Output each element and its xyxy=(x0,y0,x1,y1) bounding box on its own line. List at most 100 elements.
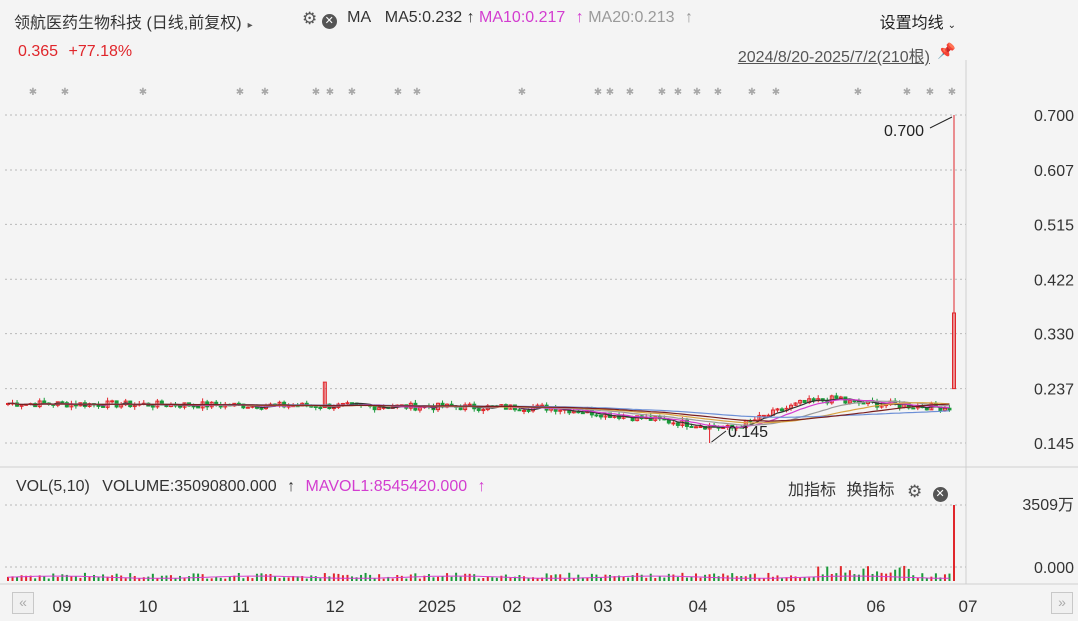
candle-body xyxy=(481,409,486,412)
volume-bar xyxy=(396,575,399,581)
high-annotation-arrow xyxy=(929,116,953,129)
volume-bar xyxy=(61,574,64,581)
close-icon[interactable]: ✕ xyxy=(321,14,337,29)
event-marker-icon: ✱ xyxy=(29,87,37,98)
volume-bar xyxy=(554,574,557,581)
volume-bar xyxy=(663,577,666,581)
volume-bar xyxy=(862,568,865,581)
low-annotation: 0.145 xyxy=(728,424,768,441)
volume-bar xyxy=(283,577,286,581)
volume-bar xyxy=(120,575,123,581)
candle-body xyxy=(834,395,839,399)
ma-label: MA xyxy=(347,9,371,26)
volume-bar xyxy=(74,576,77,581)
volume-bar xyxy=(292,575,295,581)
time-tick-label: 05 xyxy=(777,597,796,616)
event-marker-icon: ✱ xyxy=(312,87,320,98)
pin-icon[interactable]: 📌 xyxy=(937,43,956,60)
volume-bar xyxy=(188,576,191,581)
price-tick-label: 0.237 xyxy=(1034,382,1074,399)
volume-bar xyxy=(423,575,426,581)
time-tick-label: 12 xyxy=(326,597,345,616)
volume-bar xyxy=(495,577,498,581)
gear-icon[interactable]: ⚙ xyxy=(302,9,318,28)
volume-bar xyxy=(867,566,869,581)
volume-bar xyxy=(337,573,340,581)
candle-body xyxy=(598,414,603,418)
volume-bar xyxy=(812,577,815,581)
volume-bar xyxy=(210,578,213,581)
volume-bar xyxy=(156,578,159,581)
volume-bar xyxy=(11,576,14,581)
volume-bar xyxy=(151,573,154,581)
volume-bar xyxy=(437,576,439,581)
candle-body xyxy=(150,405,155,408)
time-tick-label: 09 xyxy=(53,597,72,616)
candle-body xyxy=(617,415,622,419)
indicator-gear-icon[interactable]: ⚙ xyxy=(906,482,923,501)
high-annotation: 0.700 xyxy=(884,123,924,140)
scroll-left-button[interactable]: « xyxy=(12,592,34,614)
scroll-right-button[interactable]: » xyxy=(1051,592,1073,614)
volume-bar xyxy=(305,578,308,581)
event-marker-icon: ✱ xyxy=(926,87,934,98)
volume-bar xyxy=(296,576,299,581)
chevron-down-icon: ⌄ xyxy=(947,20,956,31)
volume-bar xyxy=(885,573,888,581)
candle-body xyxy=(594,414,599,417)
volume-bar xyxy=(242,578,245,581)
candle-body xyxy=(798,399,803,404)
time-tick-label: 03 xyxy=(594,597,613,616)
volume-bar xyxy=(830,573,833,581)
event-marker-icon: ✱ xyxy=(854,87,862,98)
volume-bar xyxy=(455,572,458,581)
volume-bar xyxy=(427,574,430,581)
volume-tick-label: 3509万 xyxy=(1022,497,1074,514)
time-tick-label: 07 xyxy=(959,597,978,616)
volume-tools: 加指标 换指标 ⚙ ✕ xyxy=(788,476,948,502)
volume-bar xyxy=(943,574,946,581)
title-caret-icon[interactable]: ▸ xyxy=(247,20,253,31)
volume-bar xyxy=(29,575,32,581)
volume-bar xyxy=(799,577,802,581)
ma10-value: MA10:0.217 xyxy=(479,9,566,26)
volume-bar xyxy=(391,578,394,581)
set-ma-button[interactable]: 设置均线 ⌄ xyxy=(880,9,956,33)
volume-bar xyxy=(572,578,575,581)
volume-bar xyxy=(265,574,267,581)
volume-bar xyxy=(43,576,46,581)
volume-bar xyxy=(400,575,403,581)
volume-bar xyxy=(102,574,105,581)
candle-body xyxy=(110,400,115,403)
volume-bar xyxy=(65,574,68,581)
volume-bar xyxy=(731,573,734,581)
volume-bar xyxy=(246,576,249,581)
date-range[interactable]: 2024/8/20-2025/7/2(210根) xyxy=(737,49,930,66)
volume-bar xyxy=(758,577,761,581)
switch-indicator-button[interactable]: 换指标 xyxy=(846,482,895,499)
volume-bar xyxy=(749,574,752,581)
volume-bar xyxy=(251,578,254,581)
candle-body xyxy=(793,402,798,406)
volume-bar xyxy=(921,573,924,581)
volume-tick-label: 0.000 xyxy=(1034,560,1074,577)
event-marker-icon: ✱ xyxy=(348,87,356,98)
candle-body xyxy=(377,407,382,411)
volume-bar xyxy=(274,576,277,581)
volume-bar xyxy=(826,566,829,581)
candle-body xyxy=(802,399,807,403)
volume-bar xyxy=(364,572,367,581)
add-indicator-button[interactable]: 加指标 xyxy=(788,482,837,499)
volume-bar xyxy=(310,575,313,581)
volume-bar xyxy=(527,577,530,581)
candle-body xyxy=(476,408,481,411)
indicator-close-icon[interactable]: ✕ xyxy=(932,487,948,502)
volume-bar xyxy=(817,566,820,581)
volume-bar xyxy=(934,573,937,581)
stock-title[interactable]: 领航医药生物科技 (日线,前复权) ▸ xyxy=(14,9,253,33)
price-tick-label: 0.422 xyxy=(1034,272,1074,289)
volume-bar xyxy=(568,572,571,581)
volume-bar xyxy=(382,578,385,581)
time-tick-label: 2025 xyxy=(418,597,456,616)
